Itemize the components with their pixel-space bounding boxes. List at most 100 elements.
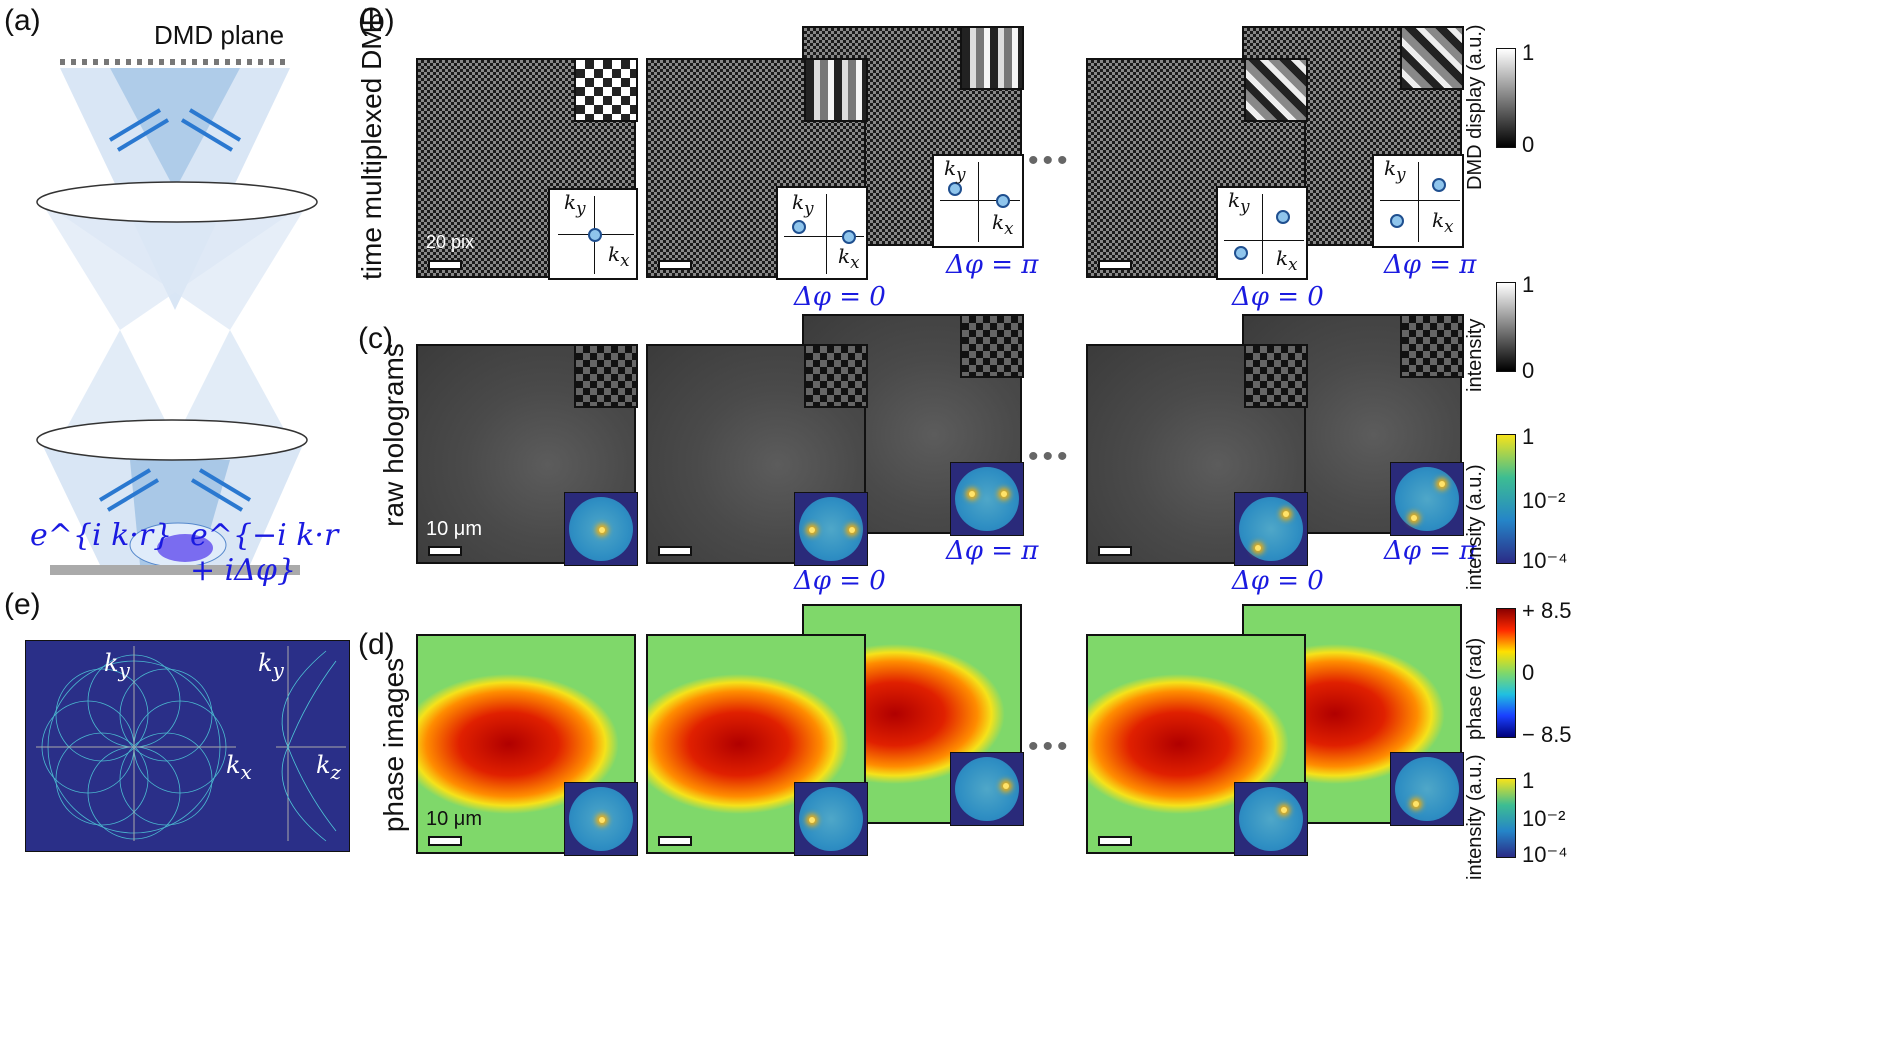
ky-label-e2: ky [258, 649, 284, 682]
colorbar-fft-d [1496, 778, 1516, 858]
optical-schematic: DMD plane e^{i k·r} e^{−i k·r + iΔφ} [0, 0, 345, 600]
hologram-zoom-inset [960, 314, 1024, 378]
phase-label-zero: Δφ = 0 [794, 282, 886, 312]
ky-label: ky [564, 190, 586, 218]
phase-label-pi: Δφ = π [1384, 250, 1477, 280]
kspace-inset: ky kx [1372, 154, 1464, 248]
phase-label-pi: Δφ = π [946, 250, 1039, 280]
dmd-pattern-1: ky kx 20 pix [416, 58, 638, 280]
phase-label-zero: Δφ = 0 [794, 566, 886, 596]
phase-image-3a [1086, 634, 1308, 856]
colorbar-fft-c-min: 10⁻⁴ [1522, 548, 1568, 573]
scalebar [658, 546, 692, 556]
kz-label-e: kz [316, 751, 342, 784]
kspace-inset: ky kx [776, 186, 868, 280]
beam-right-label: e^{−i k·r + iΔφ} [190, 518, 339, 588]
colorbar-phase-label: phase (rad) [1464, 637, 1486, 740]
fft-inset [794, 782, 868, 856]
panel-label-a: (a) [4, 4, 41, 37]
scalebar [658, 260, 692, 270]
ky-label: ky [792, 190, 814, 218]
ky-label: ky [1228, 188, 1250, 216]
kspace-drawing [36, 646, 346, 842]
fft-inset [1234, 492, 1308, 566]
colorbar-dmd-label: DMD display (a.u.) [1464, 24, 1486, 190]
beam-left-label: e^{i k·r} [30, 518, 173, 553]
scalebar [658, 836, 692, 846]
hologram-zoom-inset [1244, 344, 1308, 408]
colorbar-holo-max: 1 [1522, 272, 1535, 297]
fft-inset [1390, 752, 1464, 826]
fft-inset [564, 782, 638, 856]
kx-label-e: kx [226, 751, 252, 784]
ellipsis-b: ••• [1028, 144, 1072, 177]
dmd-plane-label: DMD plane [154, 20, 285, 50]
kx-label: kx [992, 210, 1014, 238]
scalebar [428, 546, 462, 556]
colorbar-fft-d-min: 10⁻⁴ [1522, 842, 1568, 867]
phase-image-1: 10 μm [416, 634, 638, 856]
hologram-zoom-inset [574, 344, 638, 408]
kspace-inset-1: ky kx [548, 188, 638, 280]
scalebar [428, 836, 462, 846]
scalebar-label: 10 μm [426, 808, 482, 830]
fft-inset [950, 462, 1024, 536]
kspace-inset: ky kx [932, 154, 1024, 248]
dmd-pattern-3a: ky kx [1086, 58, 1308, 280]
fft-inset [950, 752, 1024, 826]
schematic-drawing [36, 59, 318, 575]
fft-inset [794, 492, 868, 566]
pattern-zoom-inset [1244, 58, 1308, 122]
colorbar-fft-c-mid: 10⁻² [1522, 488, 1566, 513]
panel-label-d: (d) [358, 628, 395, 661]
panel-label-b: (b) [358, 4, 395, 37]
scalebar [428, 260, 462, 270]
colorbar-dmd-min: 0 [1522, 132, 1535, 157]
hologram-zoom-inset [1400, 314, 1464, 378]
phase-label-pi: Δφ = π [1384, 536, 1477, 566]
colorbar-fft-c [1496, 434, 1516, 564]
fft-inset [1390, 462, 1464, 536]
scalebar-label: 10 μm [426, 518, 482, 540]
panel-label-c: (c) [358, 322, 393, 355]
colorbar-fft-d-max: 1 [1522, 768, 1535, 793]
colorbar-fft-c-label: intensity (a.u.) [1464, 464, 1486, 590]
colorbar-dmd [1496, 48, 1516, 148]
colorbar-fft-d-label: intensity (a.u.) [1464, 754, 1486, 880]
colorbar-holo-min: 0 [1522, 358, 1535, 383]
pattern-zoom-inset [1400, 26, 1464, 90]
panel-label-e: (e) [4, 588, 41, 621]
pattern-zoom-inset [804, 58, 868, 122]
colorbar-holo [1496, 282, 1516, 372]
ellipsis-c: ••• [1028, 440, 1072, 473]
kspace-panel: ky kx ky kz [25, 640, 350, 852]
hologram-1: 10 μm [416, 344, 638, 566]
scalebar-label: 20 pix [426, 232, 475, 252]
phase-label-pi: Δφ = π [946, 536, 1039, 566]
colorbar-phase [1496, 608, 1516, 738]
pattern-zoom-inset [574, 58, 638, 122]
scalebar [1098, 546, 1132, 556]
colorbar-phase-max: + 8.5 [1522, 598, 1572, 623]
phase-label-zero: Δφ = 0 [1232, 566, 1324, 596]
fft-inset [564, 492, 638, 566]
colorbar-fft-c-max: 1 [1522, 424, 1535, 449]
ellipsis-d: ••• [1028, 730, 1072, 763]
phase-label-zero: Δφ = 0 [1232, 282, 1324, 312]
colorbar-holo-label: intensity [1464, 318, 1486, 392]
ky-label: ky [1384, 156, 1406, 184]
colorbar-phase-min: − 8.5 [1522, 722, 1572, 747]
hologram-3a [1086, 344, 1308, 566]
phase-image-2a [646, 634, 868, 856]
row-label-c: raw holograms [378, 343, 409, 527]
kspace-inset: ky kx [1216, 186, 1308, 280]
row-label-d: phase images [378, 657, 409, 833]
fft-inset [1234, 782, 1308, 856]
ky-label-e1: ky [104, 649, 130, 682]
hologram-2a [646, 344, 868, 566]
kx-label: kx [1432, 208, 1454, 236]
colorbar-dmd-max: 1 [1522, 40, 1535, 65]
kx-label: kx [608, 242, 630, 270]
ky-label: ky [944, 156, 966, 184]
pattern-zoom-inset [960, 26, 1024, 90]
